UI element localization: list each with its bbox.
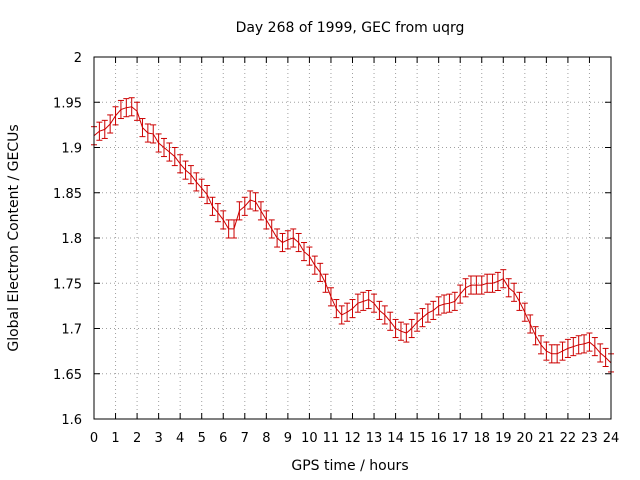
x-tick-label: 17 xyxy=(452,431,469,446)
tick-labels: 0 1 2 3 4 5 6 7 8 9 10 11 12 13 14 15 16 17 18 19 20 21 22 23 24… xyxy=(53,51,619,446)
x-tick-label: 24 xyxy=(603,431,620,446)
x-tick-label: 7 xyxy=(241,431,249,446)
x-tick-label: 4 xyxy=(176,431,184,446)
y-tick-label: 1.95 xyxy=(53,96,82,111)
x-tick-label: 2 xyxy=(133,431,141,446)
x-tick-label: 1 xyxy=(111,431,119,446)
y-tick-label: 1.7 xyxy=(61,323,82,338)
x-tick-label: 20 xyxy=(517,431,534,446)
x-tick-label: 14 xyxy=(387,431,404,446)
y-tick-label: 2 xyxy=(74,51,82,66)
x-tick-label: 13 xyxy=(366,431,383,446)
tick-marks xyxy=(93,56,612,420)
x-tick-label: 5 xyxy=(198,431,206,446)
x-tick-label: 15 xyxy=(409,431,426,446)
x-tick-label: 9 xyxy=(284,431,292,446)
x-tick-label: 8 xyxy=(262,431,270,446)
x-tick-label: 23 xyxy=(581,431,598,446)
x-tick-label: 3 xyxy=(154,431,162,446)
x-tick-label: 18 xyxy=(473,431,490,446)
y-tick-label: 1.6 xyxy=(61,413,82,428)
y-tick-label: 1.8 xyxy=(61,232,82,247)
y-tick-label: 1.9 xyxy=(61,142,82,157)
x-tick-label: 0 xyxy=(90,431,98,446)
x-tick-label: 19 xyxy=(495,431,512,446)
x-tick-label: 6 xyxy=(219,431,227,446)
x-tick-label: 10 xyxy=(301,431,318,446)
x-tick-label: 11 xyxy=(323,431,340,446)
y-tick-label: 1.85 xyxy=(53,187,82,202)
chart-title: Day 268 of 1999, GEC from uqrg xyxy=(236,20,465,36)
grid xyxy=(94,57,611,419)
x-tick-label: 22 xyxy=(560,431,577,446)
x-axis-label: GPS time / hours xyxy=(291,458,408,474)
y-tick-label: 1.65 xyxy=(53,368,82,383)
x-tick-label: 21 xyxy=(538,431,555,446)
data-series xyxy=(91,97,614,373)
y-axis-label: Global Electron Content / GECUs xyxy=(6,124,22,351)
x-tick-label: 16 xyxy=(430,431,447,446)
y-tick-label: 1.75 xyxy=(53,277,82,292)
x-tick-label: 12 xyxy=(344,431,361,446)
